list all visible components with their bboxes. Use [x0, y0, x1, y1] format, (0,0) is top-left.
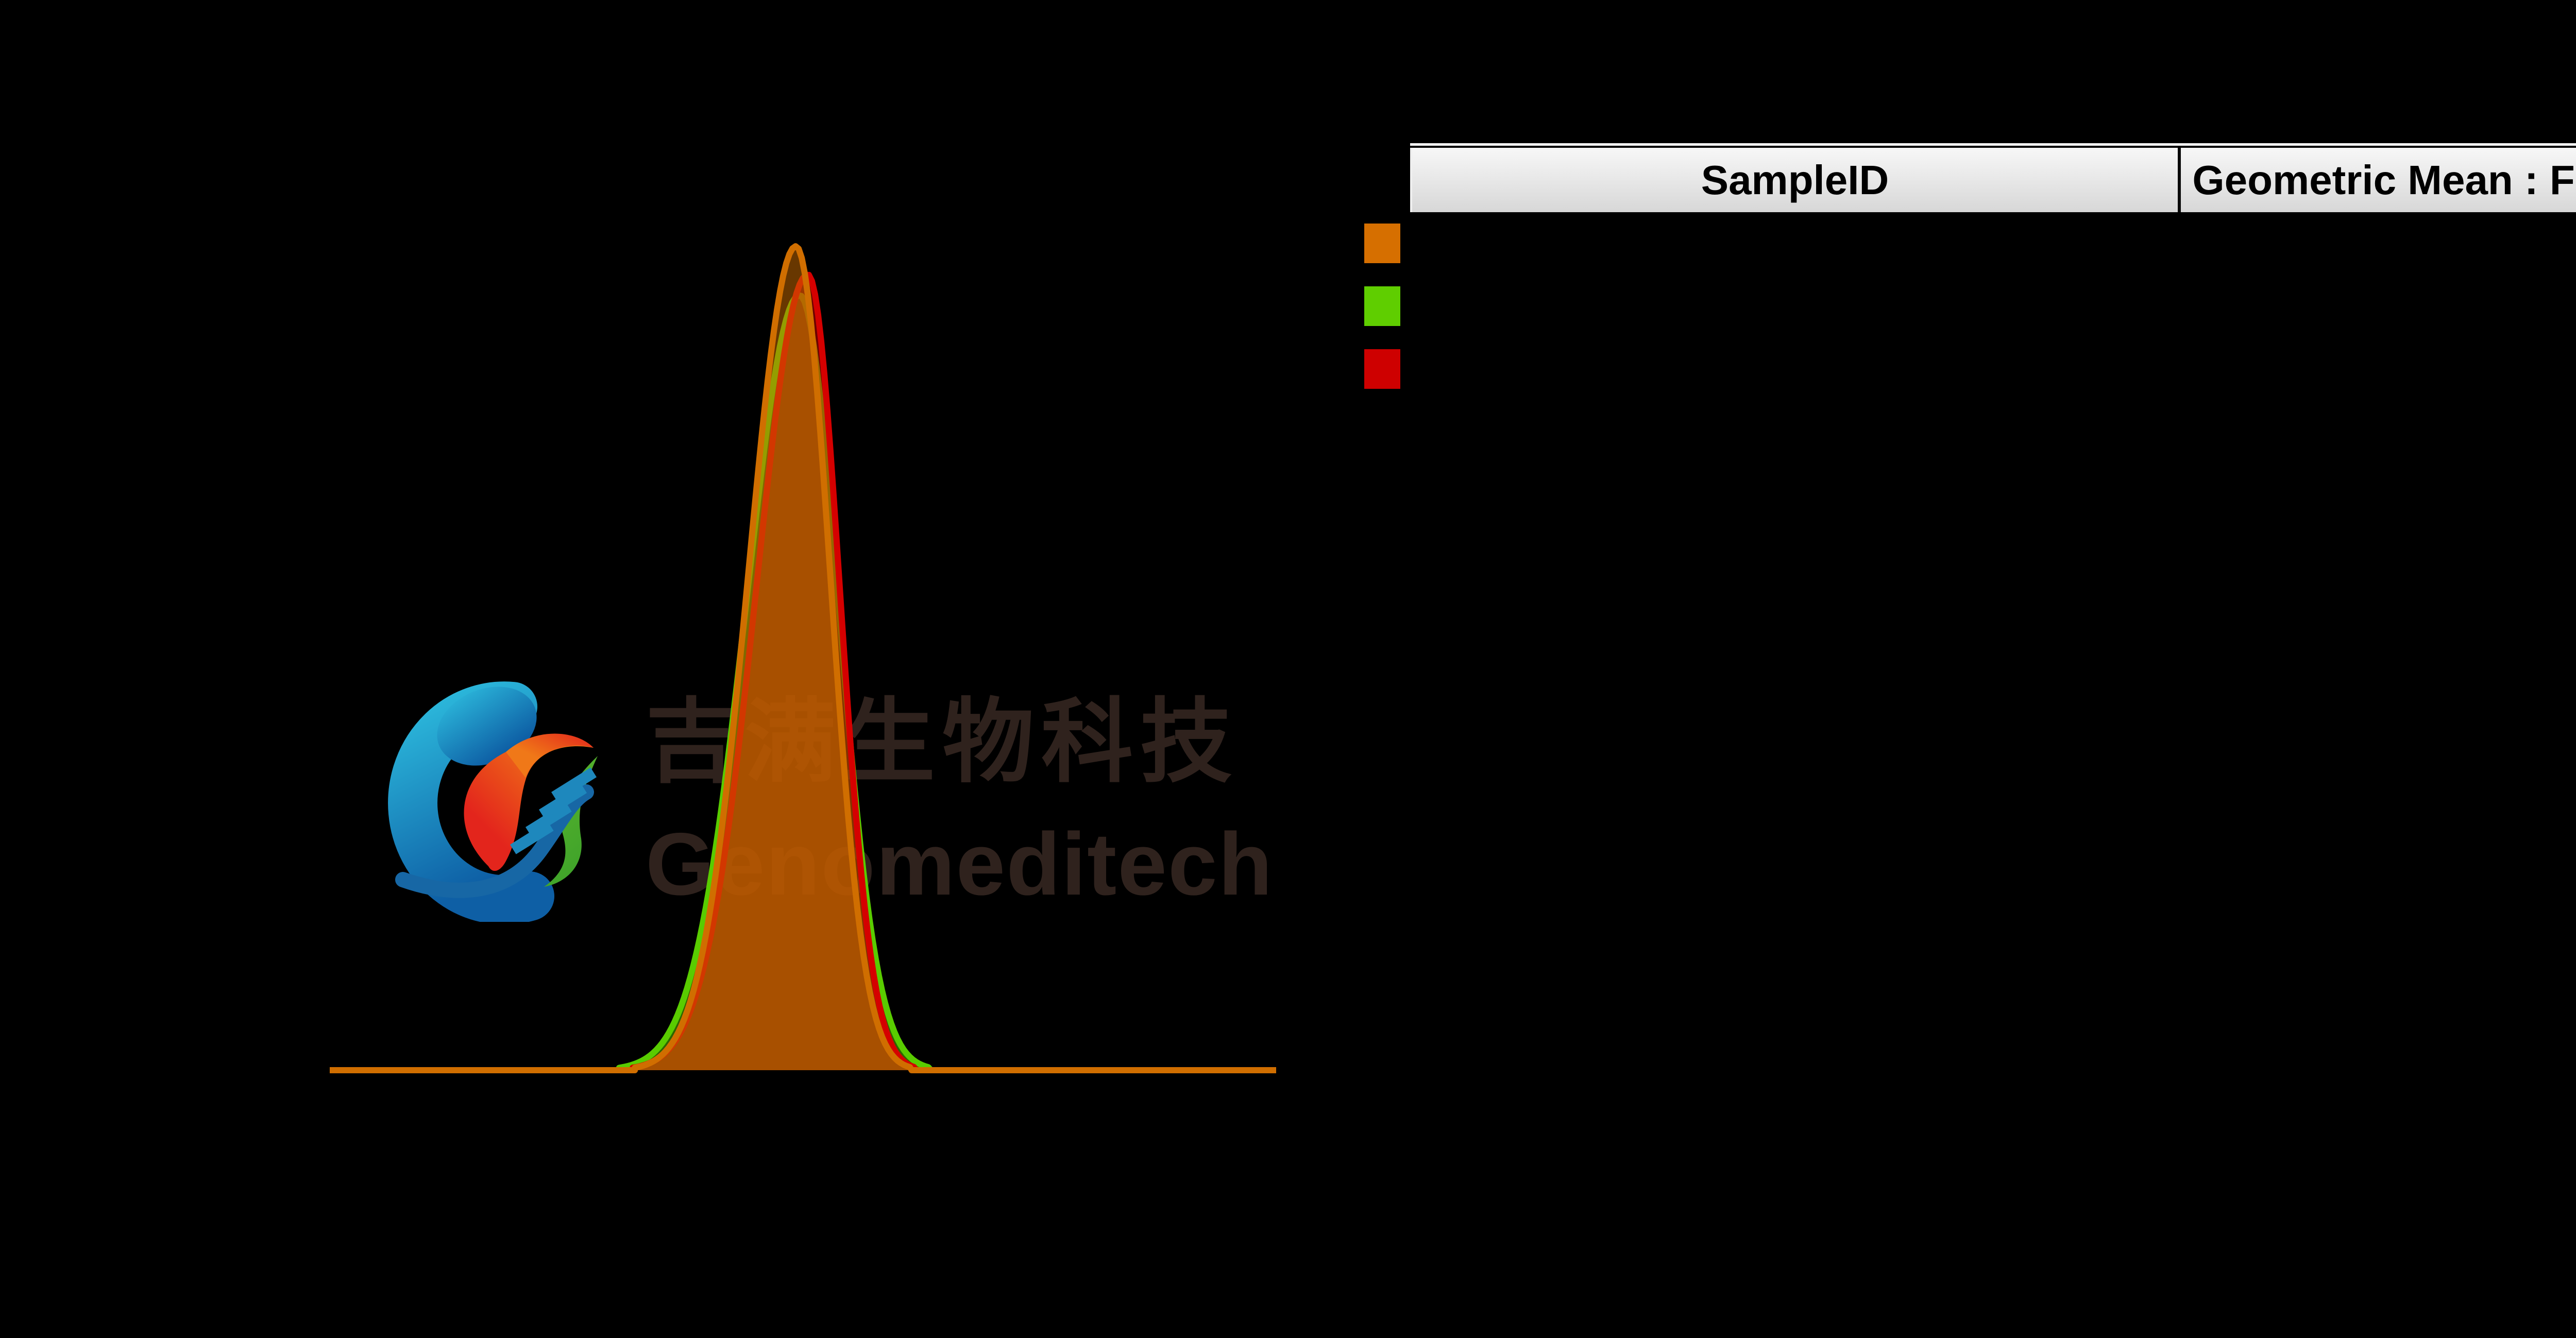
column-header-sampleid-label: SampleID: [1701, 157, 1889, 203]
column-divider: [2178, 148, 2181, 212]
table-row: [1410, 340, 2576, 403]
legend-swatch-green: [1364, 286, 1400, 326]
logo-red-teardrop: [464, 739, 594, 871]
legend-swatch-red: [1364, 349, 1400, 389]
legend-table-header: SampleID Geometric Mean : FL11-H: [1410, 148, 2576, 212]
histogram-curve-sample-orange: [330, 243, 1276, 1073]
column-header-geomean-label: Geometric Mean : FL11-H: [2192, 157, 2576, 203]
column-header-geomean: Geometric Mean : FL11-H: [2181, 148, 2576, 212]
logo-dna-rungs: [510, 767, 597, 854]
legend-table-top-border: [1410, 143, 2576, 146]
legend-table: SampleID Geometric Mean : FL11-H: [1410, 143, 2576, 212]
genomeditech-logo-icon: [388, 681, 598, 922]
logo-red-arc: [506, 733, 594, 778]
legend-swatch-orange: [1364, 224, 1400, 263]
table-row: [1410, 277, 2576, 340]
legend-table-border-gap: [1410, 146, 2576, 148]
logo-blue-blob: [437, 687, 537, 766]
table-row: [1410, 214, 2576, 277]
logo-dna-backbone: [395, 784, 594, 898]
column-header-sampleid: SampleID: [1412, 148, 2178, 212]
legend-table-rows: [1410, 214, 2576, 403]
